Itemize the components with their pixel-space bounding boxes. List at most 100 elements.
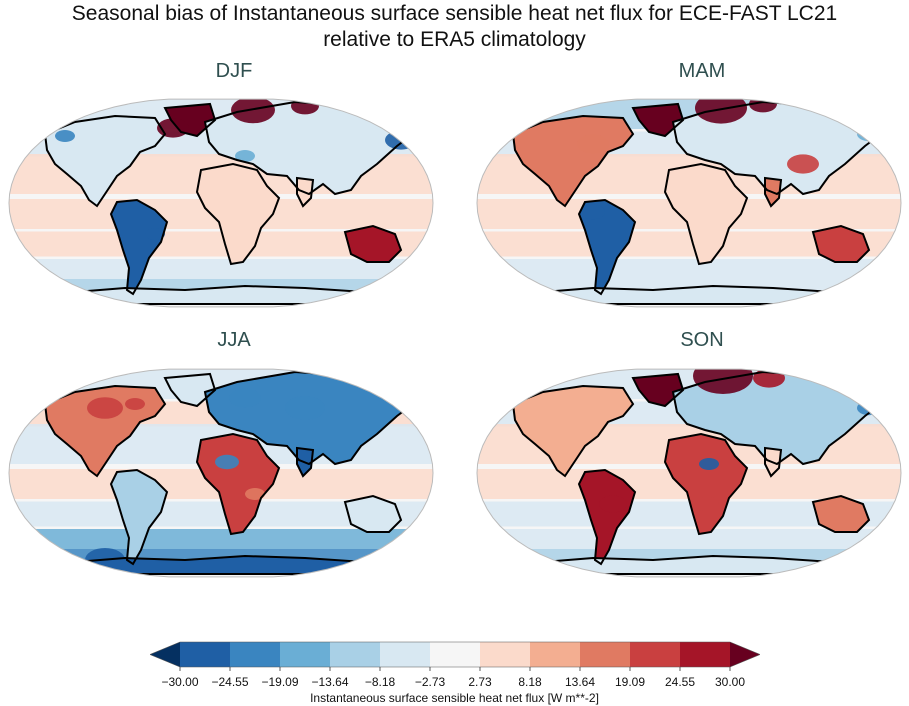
colorbar-segment bbox=[530, 642, 581, 667]
land-antarctica bbox=[543, 556, 833, 574]
bias-blob-0 bbox=[693, 369, 753, 394]
panel-title-djf: DJF bbox=[215, 60, 253, 82]
land-northAmerica bbox=[513, 386, 633, 476]
colorbar-tick-label: 2.73 bbox=[468, 675, 492, 689]
chart-title-line2: relative to ERA5 climatology bbox=[323, 28, 586, 51]
bias-blob-1 bbox=[753, 369, 785, 388]
map-panel-mam bbox=[476, 98, 902, 308]
coastline-greenland bbox=[163, 372, 217, 408]
map-outline bbox=[8, 98, 434, 308]
coastline-africa bbox=[663, 432, 749, 536]
land-eurasia bbox=[673, 372, 881, 464]
ocean-band-5 bbox=[9, 529, 433, 549]
colorbar-label: Instantaneous surface sensible heat net … bbox=[310, 691, 599, 705]
coastline-africa bbox=[663, 162, 749, 266]
coastline-antarctica bbox=[542, 554, 834, 575]
land-northAmerica bbox=[45, 116, 165, 206]
map-outline bbox=[8, 368, 434, 578]
colorbar-tick-label: −30.00 bbox=[161, 675, 199, 689]
colorbar-segment bbox=[430, 642, 481, 667]
bias-blob-2 bbox=[577, 134, 609, 154]
colorbar-segment bbox=[230, 642, 281, 667]
bias-blob-6 bbox=[145, 228, 165, 240]
coastline-australia bbox=[343, 494, 403, 533]
bias-blob-3 bbox=[787, 154, 819, 174]
bias-blob-5 bbox=[695, 496, 719, 512]
land-greenland bbox=[633, 104, 683, 136]
bias-blob-3 bbox=[699, 458, 719, 470]
colorbar-segment bbox=[680, 642, 731, 667]
land-eurasia bbox=[673, 102, 881, 194]
land-antarctica bbox=[75, 286, 365, 304]
land-africa bbox=[665, 434, 747, 534]
coastline-southAmerica bbox=[109, 468, 169, 566]
land-antarctica bbox=[75, 556, 365, 574]
colorbar-extend-high bbox=[730, 642, 760, 667]
panel-title-jja: JJA bbox=[217, 329, 251, 351]
land-australia bbox=[345, 226, 401, 262]
colorbar-segment bbox=[330, 642, 381, 667]
map-panel-djf bbox=[8, 98, 434, 308]
land-africa bbox=[665, 164, 747, 264]
colorbar-extend-low bbox=[150, 642, 180, 667]
ocean-band-5 bbox=[9, 259, 433, 279]
coastline-australia bbox=[811, 494, 871, 533]
bias-blob-3 bbox=[285, 396, 325, 420]
coastline-india bbox=[296, 176, 315, 208]
land-southAmerica bbox=[579, 470, 635, 564]
bias-blob-5 bbox=[581, 204, 605, 220]
coastline-antarctica bbox=[542, 284, 834, 305]
bias-blob-5 bbox=[245, 488, 265, 500]
coastline-india bbox=[764, 446, 783, 478]
bias-blob-2 bbox=[291, 99, 319, 115]
map-field bbox=[9, 369, 433, 577]
coastline-northAmerica bbox=[43, 384, 167, 478]
colorbar-tick-label: −13.64 bbox=[311, 675, 349, 689]
land-australia bbox=[813, 226, 869, 262]
colorbar-segment bbox=[480, 642, 531, 667]
map-panel-jja bbox=[8, 368, 434, 578]
land-greenland bbox=[165, 104, 215, 136]
map-panel-son bbox=[476, 368, 902, 578]
ocean-band-5 bbox=[477, 529, 901, 549]
chart-title-line1: Seasonal bias of Instantaneous surface s… bbox=[71, 2, 838, 25]
land-australia bbox=[813, 496, 869, 532]
bias-blob-2 bbox=[599, 495, 627, 513]
map-outline bbox=[476, 368, 902, 578]
coastline-southAmerica bbox=[577, 468, 637, 566]
coastline-australia bbox=[343, 224, 403, 263]
colorbar-segment bbox=[380, 642, 431, 667]
land-southAmerica bbox=[111, 470, 167, 564]
colorbar-tick-label: 24.55 bbox=[664, 675, 696, 689]
coastline-greenland bbox=[631, 102, 685, 138]
coastline-antarctica bbox=[74, 554, 366, 575]
coastline-northAmerica bbox=[43, 114, 167, 208]
bias-blob-0 bbox=[87, 397, 123, 419]
land-southAmerica bbox=[579, 200, 635, 294]
bias-blob-1 bbox=[125, 398, 145, 410]
land-eurasia bbox=[205, 102, 413, 194]
map-field bbox=[477, 369, 901, 577]
colorbar-tick-label: −19.09 bbox=[261, 675, 299, 689]
coastline-australia bbox=[811, 224, 871, 263]
bias-blob-4 bbox=[55, 130, 75, 142]
bias-blob-0 bbox=[695, 99, 747, 124]
bias-blob-2 bbox=[229, 388, 261, 408]
land-australia bbox=[345, 496, 401, 532]
colorbar-tick-label: −24.55 bbox=[211, 675, 249, 689]
land-greenland bbox=[633, 374, 683, 406]
colorbar bbox=[150, 641, 760, 671]
map-field bbox=[9, 99, 433, 307]
colorbar-segment bbox=[580, 642, 631, 667]
colorbar-tick-label: 8.18 bbox=[518, 675, 542, 689]
colorbar-tick-label: 19.09 bbox=[614, 675, 646, 689]
coastline-greenland bbox=[631, 372, 685, 408]
map-outline bbox=[476, 98, 902, 308]
coastline-africa bbox=[195, 162, 281, 266]
colorbar-tick-label: −8.18 bbox=[364, 675, 396, 689]
coastline-northAmerica bbox=[511, 114, 635, 208]
coastline-northAmerica bbox=[511, 384, 635, 478]
bias-blob-5 bbox=[235, 150, 255, 162]
bias-blob-4 bbox=[857, 126, 881, 142]
bias-blob-4 bbox=[215, 454, 239, 470]
